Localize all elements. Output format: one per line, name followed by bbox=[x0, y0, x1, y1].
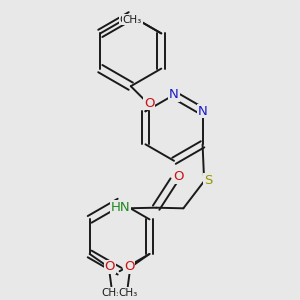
Text: HN: HN bbox=[111, 200, 130, 214]
Text: CH₃: CH₃ bbox=[119, 15, 139, 25]
Text: CH₃: CH₃ bbox=[123, 15, 142, 25]
Text: O: O bbox=[144, 97, 154, 110]
Text: CH₃: CH₃ bbox=[102, 288, 121, 298]
Text: CH₃: CH₃ bbox=[118, 288, 137, 298]
Text: N: N bbox=[169, 88, 179, 101]
Text: O: O bbox=[105, 260, 115, 273]
Text: O: O bbox=[173, 170, 184, 183]
Text: S: S bbox=[204, 174, 212, 187]
Text: N: N bbox=[198, 105, 207, 118]
Text: O: O bbox=[124, 260, 135, 273]
